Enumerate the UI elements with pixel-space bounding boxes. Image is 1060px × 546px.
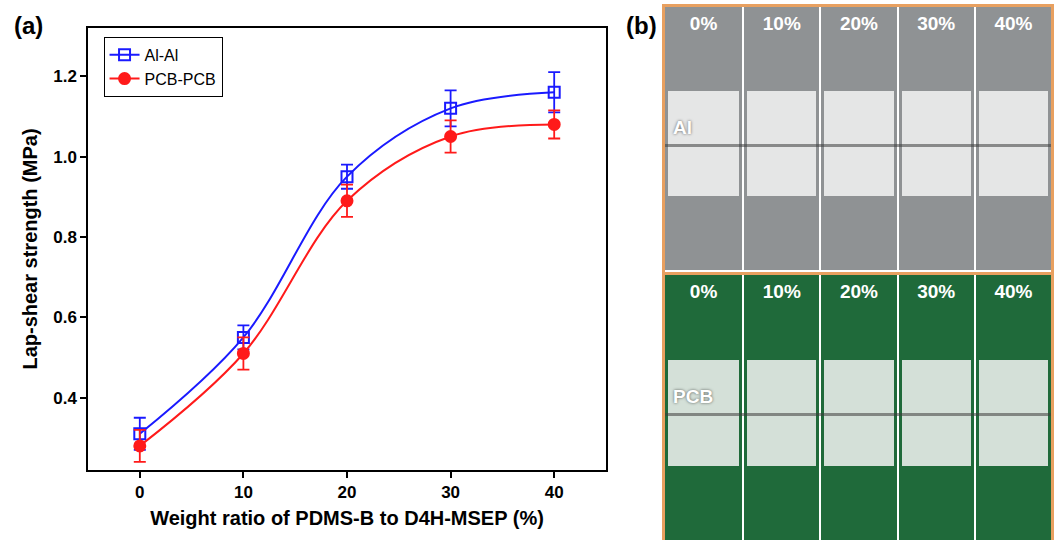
html-text:30%: 30% bbox=[917, 13, 956, 34]
html-text:0%: 0% bbox=[689, 281, 718, 302]
html-text:10%: 10% bbox=[762, 281, 801, 302]
svg-text:Al-Al: Al-Al bbox=[145, 47, 179, 64]
html-text:PCB: PCB bbox=[673, 386, 714, 408]
svg-text:Weight ratio of PDMS-B to D4H-: Weight ratio of PDMS-B to D4H-MSEP (%) bbox=[150, 507, 544, 529]
html-text:40%: 40% bbox=[994, 13, 1033, 34]
html-text:10%: 10% bbox=[762, 13, 801, 34]
html-text:30%: 30% bbox=[917, 281, 956, 302]
svg-text:1.2: 1.2 bbox=[53, 67, 77, 86]
svg-text:40: 40 bbox=[545, 483, 564, 502]
svg-text:0.8: 0.8 bbox=[53, 228, 77, 247]
svg-text:Lap-shear strength (MPa): Lap-shear strength (MPa) bbox=[19, 128, 41, 369]
svg-text:1.0: 1.0 bbox=[53, 148, 77, 167]
html-text:20%: 20% bbox=[840, 13, 878, 34]
html-text:40%: 40% bbox=[994, 281, 1033, 302]
svg-text:30: 30 bbox=[441, 483, 460, 502]
svg-text:0.4: 0.4 bbox=[53, 389, 77, 408]
html-text:Al: Al bbox=[673, 117, 692, 139]
svg-text:0: 0 bbox=[135, 483, 144, 502]
html-text:(b): (b) bbox=[626, 12, 657, 39]
svg-text:10: 10 bbox=[234, 483, 253, 502]
html-text:0%: 0% bbox=[689, 13, 718, 34]
html-text:(a): (a) bbox=[14, 12, 44, 39]
svg-text:0.6: 0.6 bbox=[53, 308, 77, 327]
html-text:20%: 20% bbox=[840, 281, 878, 302]
svg-text:PCB-PCB: PCB-PCB bbox=[145, 71, 216, 88]
svg-text:20: 20 bbox=[338, 483, 357, 502]
